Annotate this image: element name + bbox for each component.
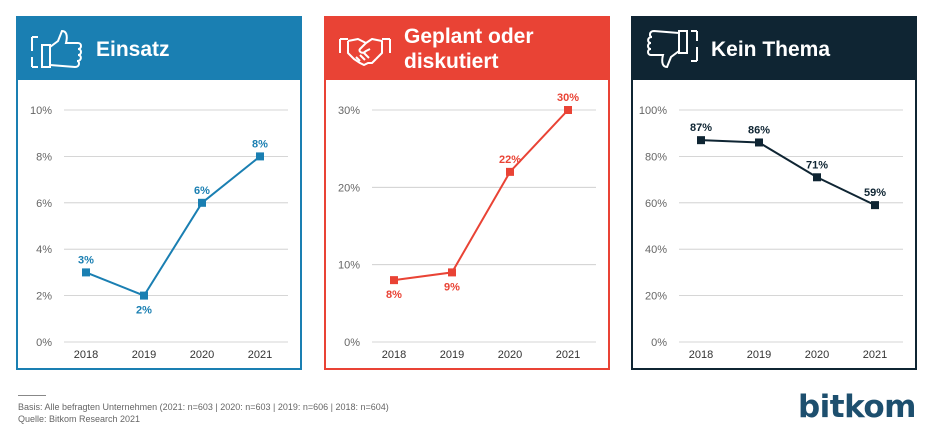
panel-header: Kein Thema [633, 18, 915, 80]
footnote-divider [18, 395, 46, 396]
panel-title: Kein Thema [711, 37, 831, 61]
footnote-basis: Basis: Alle befragten Unternehmen (2021:… [18, 402, 389, 412]
data-point [697, 136, 705, 145]
chart-einsatz: 0% 2% 4% 6% 8% 10% 2018 2019 2020 2021 3% 2% 6% 8% [30, 105, 288, 361]
x-tick-label: 2020 [805, 349, 829, 361]
y-tick-label: 20% [338, 182, 360, 194]
y-tick-label: 8% [36, 151, 52, 163]
y-tick-label: 0% [344, 337, 360, 349]
footnote-source: Quelle: Bitkom Research 2021 [18, 414, 141, 424]
chart-geplant: 0% 10% 20% 30% 2018 2019 2020 2021 8% 9% 22% 30% [338, 92, 596, 361]
y-tick-label: 60% [645, 198, 667, 210]
data-label: 9% [444, 281, 460, 293]
x-tick-label: 2018 [74, 349, 98, 361]
bitkom-logo: bitkom [797, 389, 917, 425]
y-tick-label: 0% [651, 337, 667, 349]
data-label: 86% [748, 124, 770, 136]
y-tick-label: 40% [645, 244, 667, 256]
x-tick-label: 2021 [248, 349, 272, 361]
thumbs-up-icon [31, 29, 82, 69]
thumbs-down-icon [647, 29, 698, 69]
panel-einsatz: Einsatz 0% 2% 4% 6% 8% 10% 2018 2019 2020 2021 3% 2… [16, 16, 302, 370]
data-point [198, 198, 206, 207]
data-label: 8% [386, 289, 402, 301]
y-tick-label: 100% [639, 105, 667, 117]
y-tick-label: 2% [36, 291, 52, 303]
data-label: 30% [557, 92, 579, 104]
data-point [140, 291, 148, 300]
data-label: 2% [136, 305, 152, 317]
x-tick-label: 2021 [863, 349, 887, 361]
y-tick-label: 80% [645, 151, 667, 163]
data-label: 71% [806, 159, 828, 171]
series-line [85, 155, 261, 297]
y-tick-label: 4% [36, 244, 52, 256]
panel-title: Einsatz [96, 37, 170, 61]
x-tick-label: 2020 [498, 349, 522, 361]
series-line [700, 139, 876, 207]
panel-title: Geplant oder diskutiert [404, 25, 534, 73]
data-point [564, 106, 572, 114]
series-line [393, 109, 569, 282]
data-label: 8% [252, 138, 268, 150]
x-tick-label: 2019 [132, 349, 156, 361]
data-label: 87% [690, 122, 712, 134]
x-tick-label: 2019 [747, 349, 771, 361]
data-point [755, 138, 763, 147]
data-point [813, 173, 821, 182]
chart-kein-thema: 0% 20% 40% 60% 80% 100% 2018 2019 2020 2021 87% 86%… [639, 105, 903, 361]
data-point [871, 201, 879, 210]
data-point [82, 268, 90, 277]
y-tick-label: 10% [30, 105, 52, 117]
x-tick-label: 2021 [556, 349, 580, 361]
data-point [448, 268, 456, 277]
x-tick-label: 2020 [190, 349, 214, 361]
panel-header: Einsatz [18, 18, 300, 80]
panel-kein-thema: Kein Thema 0% 20% 40% 60% 80% 100% 2018 2019 202… [631, 16, 917, 370]
x-tick-label: 2018 [382, 349, 406, 361]
data-point [256, 152, 264, 161]
data-label: 6% [194, 185, 210, 197]
data-label: 22% [499, 154, 521, 166]
data-label: 59% [864, 187, 886, 199]
y-tick-label: 10% [338, 260, 360, 272]
y-tick-label: 0% [36, 337, 52, 349]
data-point [390, 276, 398, 285]
data-point [506, 167, 514, 176]
panel-header: Geplant oder diskutiert [326, 18, 608, 80]
y-tick-label: 6% [36, 198, 52, 210]
y-tick-label: 30% [338, 105, 360, 117]
x-tick-label: 2019 [440, 349, 464, 361]
y-tick-label: 20% [645, 291, 667, 303]
panel-geplant: Geplant oder diskutiert 0% 10% 20% 30% 2018 2… [324, 16, 610, 370]
x-tick-label: 2018 [689, 349, 713, 361]
handshake-icon [339, 38, 391, 66]
data-label: 3% [78, 254, 94, 266]
